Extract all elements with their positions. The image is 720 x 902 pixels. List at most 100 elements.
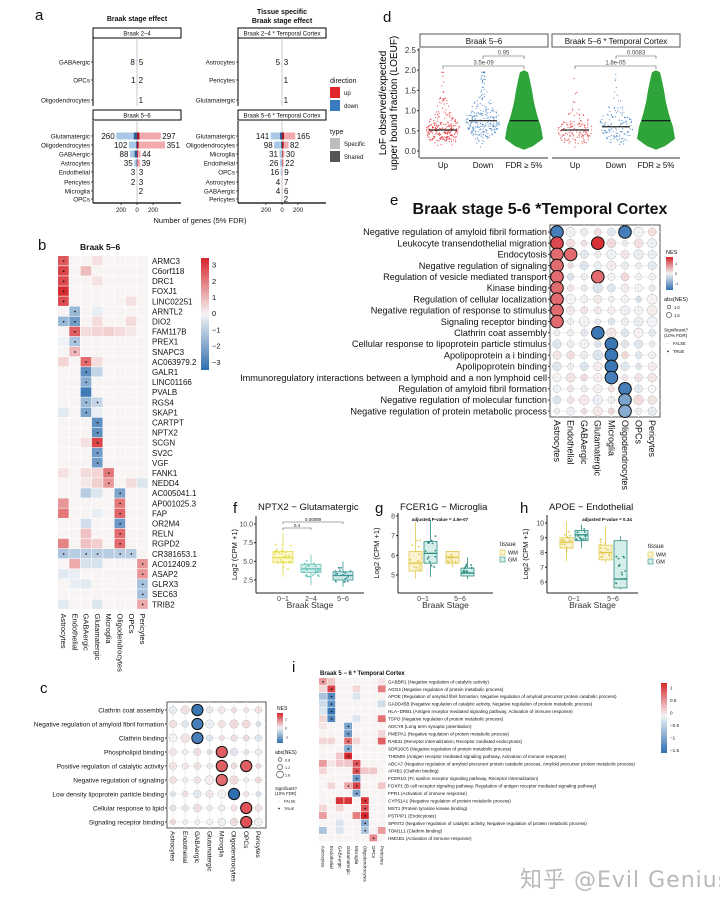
data-point	[605, 121, 607, 123]
heatmap-cell	[352, 685, 361, 693]
data-point	[606, 113, 608, 116]
heatmap-cell	[58, 599, 69, 609]
heatmap-cell	[80, 437, 92, 448]
heatmap-cell	[69, 437, 80, 448]
significant-dot	[618, 404, 632, 419]
row-label: SEC63	[152, 590, 178, 599]
heatmap-cell	[80, 346, 92, 357]
heatmap-cell	[137, 397, 148, 407]
heatmap-cell	[125, 528, 137, 539]
heatmap-cell	[80, 387, 92, 397]
data-point	[584, 133, 586, 136]
heatmap-cell	[137, 478, 148, 488]
data-point	[428, 541, 431, 544]
y-tick-label: 0.0	[405, 147, 417, 156]
data-point	[466, 114, 468, 116]
significance-dot	[330, 695, 333, 698]
data-point	[276, 548, 278, 551]
significance-dot	[85, 361, 88, 363]
data-point	[580, 136, 583, 138]
panel-e-title: Braak stage 5-6 *Temporal Cortex	[413, 201, 668, 218]
heatmap-cell	[69, 498, 80, 508]
data-point	[455, 123, 457, 125]
significance-dot	[108, 472, 110, 474]
heatmap-cell	[335, 812, 344, 819]
heatmap-cell	[361, 745, 369, 752]
false-marker	[570, 265, 571, 266]
heatmap-cell	[69, 508, 80, 518]
data-point	[478, 126, 480, 128]
data-point	[574, 101, 576, 104]
data-point	[559, 134, 561, 136]
row-label: Apolipoprotein binding	[456, 362, 547, 372]
data-point	[584, 124, 586, 127]
data-point	[465, 122, 467, 124]
data-point	[493, 111, 495, 113]
data-point	[603, 125, 605, 127]
data-point	[437, 133, 439, 136]
row-label: SKAP1	[152, 408, 178, 417]
data-point	[443, 81, 445, 83]
data-point	[622, 137, 624, 140]
sig-legend-label: FALSE	[673, 341, 686, 346]
data-point	[427, 132, 429, 135]
false-marker	[209, 723, 211, 725]
data-point	[569, 135, 571, 137]
data-point	[448, 137, 450, 139]
column-label: Endothelial	[181, 831, 188, 864]
heatmap-cell	[361, 767, 369, 775]
data-point	[609, 141, 611, 143]
data-point	[563, 533, 566, 536]
false-marker	[597, 287, 599, 289]
row-label: GLRX3	[152, 580, 179, 589]
data-point	[482, 114, 484, 117]
data-point	[491, 133, 493, 135]
data-point	[573, 127, 575, 130]
heatmap-cell	[377, 797, 386, 805]
significance-dot	[74, 341, 76, 343]
data-point	[480, 78, 482, 80]
data-point	[488, 127, 491, 130]
data-point	[609, 131, 611, 133]
data-point	[434, 535, 437, 538]
bar-down-shared	[133, 132, 137, 140]
data-point	[433, 566, 436, 568]
row-label: FOXJ1	[152, 287, 177, 296]
data-point	[627, 116, 629, 119]
data-point	[630, 124, 632, 127]
false-marker	[638, 265, 639, 266]
false-marker	[209, 779, 211, 781]
heatmap-cell	[344, 767, 352, 775]
bar-down-specific	[136, 58, 137, 66]
significance-dot	[356, 777, 358, 780]
significance-dot	[96, 401, 99, 404]
data-point	[629, 128, 631, 130]
false-marker	[611, 265, 612, 266]
heatmap-cell	[91, 538, 103, 549]
column-label: Pericytes	[254, 831, 261, 858]
data-point	[449, 111, 451, 113]
data-point	[282, 561, 285, 563]
heatmap-cell	[80, 417, 92, 428]
legend-swatch-gm	[647, 558, 654, 565]
heatmap-cell	[319, 827, 327, 834]
significance-dot	[372, 837, 375, 839]
heatmap-cell	[91, 569, 103, 579]
column-label-rot: Oligodendrocytes	[116, 614, 125, 673]
data-point	[485, 129, 487, 131]
data-point	[450, 119, 452, 122]
data-point	[472, 110, 474, 113]
row-label: AGO4 (Negative regulation of protein met…	[388, 687, 504, 692]
false-marker	[233, 737, 235, 739]
data-point	[472, 130, 474, 132]
heatmap-cell	[319, 759, 327, 767]
data-point	[445, 123, 447, 125]
significance-dot	[96, 553, 99, 555]
data-point	[470, 131, 472, 134]
heatmap-cell	[80, 589, 92, 599]
heatmap-cell	[69, 256, 80, 266]
heatmap-cell	[125, 538, 137, 549]
data-point	[567, 126, 569, 128]
heatmap-cell	[327, 737, 336, 745]
violin-fdr	[505, 70, 543, 150]
